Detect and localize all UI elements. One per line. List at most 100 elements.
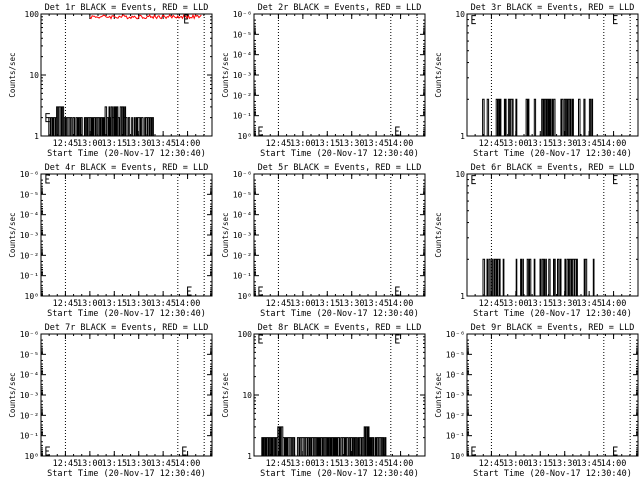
- y-tick-label: 10⁻³: [233, 71, 252, 80]
- x-tick-label: 13:00: [77, 459, 103, 469]
- x-axis-label: Start Time (20-Nov-17 12:30:40): [473, 469, 632, 479]
- error-bar-mark: [187, 286, 192, 296]
- x-tick-label: 13:45: [576, 299, 602, 309]
- y-tick-label: 10⁻¹: [446, 432, 465, 441]
- panel-title: Det 3r BLACK = Events, RED = LLD: [471, 3, 635, 13]
- y-tick-label: 10⁻⁶: [233, 10, 252, 19]
- y-axis-label: Counts/sec: [8, 52, 17, 97]
- y-axis-label: Counts/sec: [221, 52, 230, 97]
- x-tick-label: 13:30: [126, 299, 152, 309]
- y-tick-label: 1: [460, 132, 465, 141]
- x-tick-label: 13:15: [527, 299, 553, 309]
- x-tick-label: 14:00: [601, 299, 627, 309]
- x-tick-label: 12:45: [53, 459, 79, 469]
- y-tick-label: 10⁻¹: [20, 432, 39, 441]
- panel-title: Det 9r BLACK = Events, RED = LLD: [471, 323, 635, 333]
- y-tick-label: 10⁻⁴: [233, 211, 252, 220]
- error-bar-mark: [613, 446, 618, 456]
- panel-title: Det 7r BLACK = Events, RED = LLD: [45, 323, 209, 333]
- plot-frame: [466, 333, 639, 457]
- x-tick-label: 13:00: [77, 299, 103, 309]
- error-bar-mark: [471, 175, 476, 185]
- x-tick-label: 13:30: [552, 459, 578, 469]
- x-tick-label: 14:00: [175, 139, 201, 149]
- y-tick-label: 10⁻⁵: [233, 30, 252, 39]
- x-axis-label: Start Time (20-Nov-17 12:30:40): [260, 309, 419, 319]
- x-tick-label: 13:30: [552, 139, 578, 149]
- panel-title: Det 5r BLACK = Events, RED = LLD: [258, 163, 422, 173]
- error-bar-mark: [471, 446, 476, 456]
- y-tick-label: 10⁻²: [233, 91, 252, 100]
- y-tick-label: 10⁰: [238, 292, 252, 301]
- x-tick-label: 13:45: [576, 139, 602, 149]
- panel-det-6: Det 6r BLACK = Events, RED = LLD12:4513:…: [434, 163, 639, 319]
- x-tick-label: 13:45: [576, 459, 602, 469]
- x-tick-label: 13:45: [150, 299, 176, 309]
- panel-title: Det 2r BLACK = Events, RED = LLD: [258, 3, 422, 13]
- x-tick-label: 13:00: [503, 299, 529, 309]
- x-tick-label: 12:45: [53, 139, 79, 149]
- x-tick-label: 12:45: [266, 299, 292, 309]
- y-tick-label: 10⁻⁵: [233, 190, 252, 199]
- panel-det-2: Det 2r BLACK = Events, RED = LLD12:4513:…: [221, 3, 426, 159]
- x-axis-label: Start Time (20-Nov-17 12:30:40): [473, 149, 632, 159]
- x-tick-label: 13:30: [552, 299, 578, 309]
- x-tick-label: 14:00: [388, 139, 414, 149]
- error-bar-mark: [258, 286, 263, 296]
- events-trace: [476, 258, 595, 297]
- x-tick-label: 13:30: [126, 139, 152, 149]
- y-tick-label: 10: [455, 170, 465, 179]
- x-tick-label: 13:00: [503, 139, 529, 149]
- error-bar-mark: [613, 15, 618, 25]
- error-bar-mark: [613, 175, 618, 185]
- y-tick-label: 10⁻¹: [233, 112, 252, 121]
- x-tick-label: 13:30: [339, 299, 365, 309]
- x-tick-label: 13:00: [290, 459, 316, 469]
- panel-title: Det 6r BLACK = Events, RED = LLD: [471, 163, 635, 173]
- panel-det-8: Det 8r BLACK = Events, RED = LLD12:4513:…: [221, 323, 426, 479]
- y-axis-label: Counts/sec: [434, 52, 443, 97]
- x-axis-label: Start Time (20-Nov-17 12:30:40): [473, 309, 632, 319]
- y-tick-label: 10⁻³: [233, 231, 252, 240]
- y-axis-label: Counts/sec: [434, 372, 443, 417]
- x-tick-label: 12:45: [479, 139, 505, 149]
- x-tick-label: 12:45: [266, 139, 292, 149]
- y-tick-label: 10⁻⁴: [446, 371, 465, 380]
- panel-det-5: Det 5r BLACK = Events, RED = LLD 12:45 13:…: [221, 163, 426, 319]
- panel-det-9: Det 9r BLACK = Events, RED = LLD 12:45 13:…: [434, 323, 639, 479]
- x-tick-label: 13:15: [527, 459, 553, 469]
- y-axis-label: Counts/sec: [8, 212, 17, 257]
- x-tick-label: 13:45: [363, 299, 389, 309]
- x-tick-label: 13:45: [363, 139, 389, 149]
- y-tick-label: 1: [460, 292, 465, 301]
- y-tick-label: 10: [242, 391, 252, 400]
- error-bar-mark: [471, 15, 476, 25]
- x-tick-label: 12:45: [53, 299, 79, 309]
- y-tick-label: 10⁻²: [233, 251, 252, 260]
- x-axis-label: Start Time (20-Nov-17 12:30:40): [260, 469, 419, 479]
- y-tick-label: 10⁻⁴: [233, 51, 252, 60]
- x-tick-label: 13:30: [339, 139, 365, 149]
- error-bar-mark: [45, 113, 50, 123]
- panel-title: Det 8r BLACK = Events, RED = LLD: [258, 323, 422, 333]
- x-tick-label: 12:45: [479, 459, 505, 469]
- error-bar-mark: [45, 174, 50, 184]
- y-tick-label: 10⁻⁶: [20, 170, 39, 179]
- x-tick-label: 13:15: [314, 139, 340, 149]
- x-tick-label: 14:00: [601, 139, 627, 149]
- y-tick-label: 10: [455, 10, 465, 19]
- x-tick-label: 13:00: [290, 139, 316, 149]
- y-tick-label: 10⁻²: [20, 251, 39, 260]
- y-tick-label: 10⁻²: [446, 411, 465, 420]
- error-bar-mark: [395, 334, 400, 344]
- y-tick-label: 100: [25, 10, 40, 19]
- x-tick-label: 13:30: [339, 459, 365, 469]
- y-tick-label: 10⁻⁵: [20, 190, 39, 199]
- x-tick-label: 13:15: [101, 299, 127, 309]
- y-tick-label: 10⁻³: [20, 391, 39, 400]
- error-bar-mark: [395, 286, 400, 296]
- y-tick-label: 10: [29, 71, 39, 80]
- y-axis-label: Counts/sec: [221, 212, 230, 257]
- y-tick-label: 10⁻³: [446, 391, 465, 400]
